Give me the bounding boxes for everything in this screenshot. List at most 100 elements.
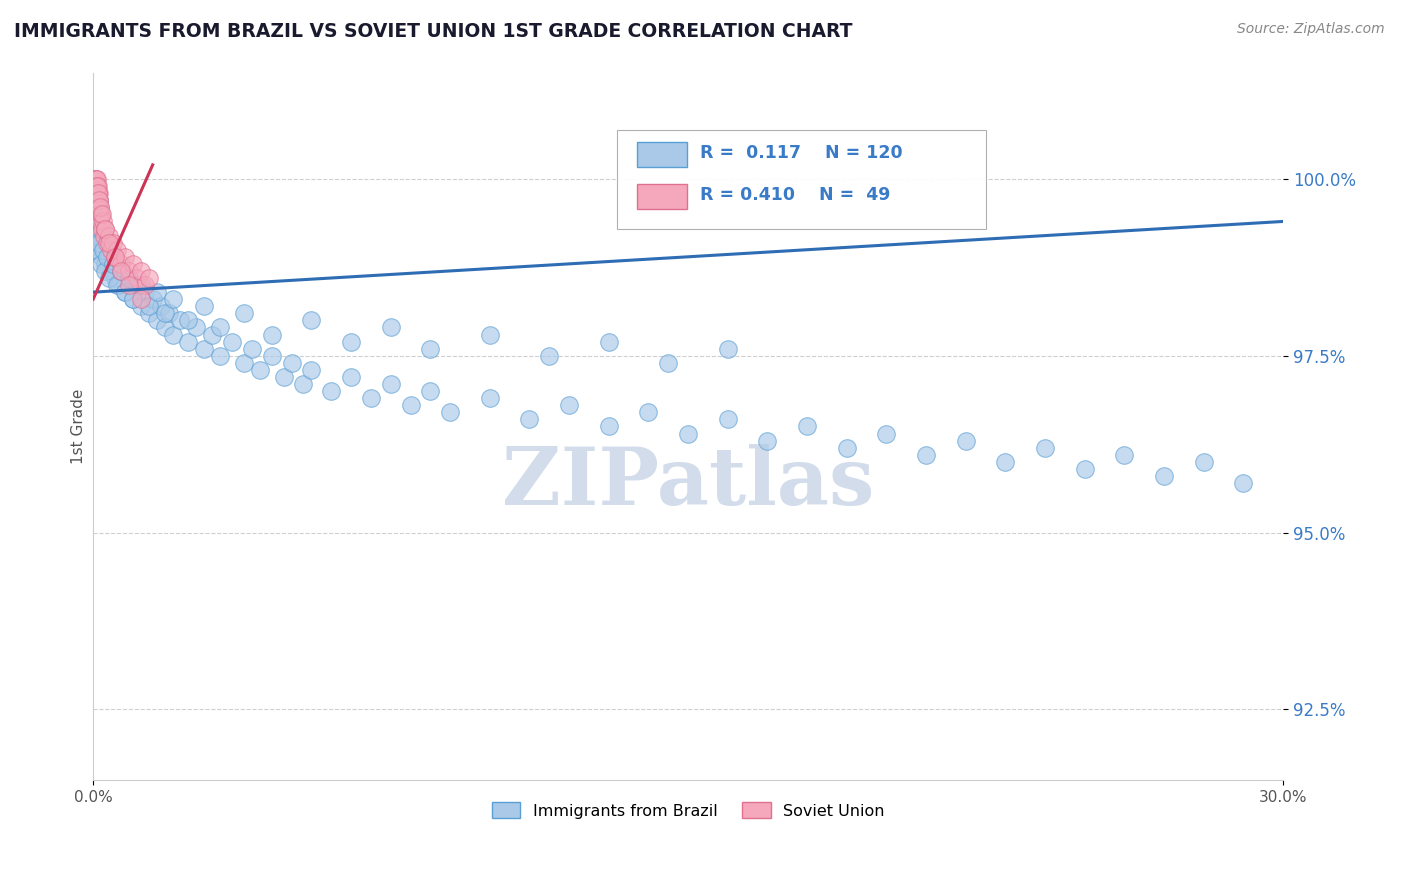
Point — [321, 384, 343, 398]
Point — [86, 200, 108, 214]
Point — [91, 228, 114, 243]
Point — [93, 243, 115, 257]
Point — [94, 221, 117, 235]
Point — [121, 292, 143, 306]
Point — [598, 419, 620, 434]
Point — [98, 228, 121, 243]
Point — [478, 327, 501, 342]
Point — [94, 221, 117, 235]
Point — [1153, 469, 1175, 483]
Point — [299, 363, 322, 377]
Point — [110, 264, 132, 278]
Text: R =  0.117    N = 120: R = 0.117 N = 120 — [700, 144, 903, 161]
Point — [240, 342, 263, 356]
Point — [89, 193, 111, 207]
Point — [558, 398, 581, 412]
Point — [86, 200, 108, 214]
Point — [260, 349, 283, 363]
Point — [86, 186, 108, 201]
Point — [478, 391, 501, 405]
Point — [955, 434, 977, 448]
Point — [129, 278, 152, 293]
Point — [87, 200, 110, 214]
Point — [90, 235, 112, 250]
Point — [209, 320, 232, 334]
Point — [121, 292, 143, 306]
Point — [93, 228, 115, 243]
Point — [86, 228, 108, 243]
Point — [101, 250, 124, 264]
Point — [89, 228, 111, 243]
Point — [89, 214, 111, 228]
Point — [86, 214, 108, 228]
Point — [105, 257, 128, 271]
Point — [83, 172, 105, 186]
Point — [114, 250, 136, 264]
Point — [169, 313, 191, 327]
Point — [86, 179, 108, 194]
Point — [756, 434, 779, 448]
Point — [91, 243, 114, 257]
Point — [86, 193, 108, 207]
Point — [86, 172, 108, 186]
Point — [419, 384, 441, 398]
Point — [104, 250, 127, 264]
Point — [538, 349, 561, 363]
Point — [89, 207, 111, 221]
Point — [232, 356, 254, 370]
Point — [89, 214, 111, 228]
Point — [114, 285, 136, 300]
Point — [98, 235, 121, 250]
Point — [87, 214, 110, 228]
Point — [87, 221, 110, 235]
Point — [1033, 441, 1056, 455]
Point — [260, 327, 283, 342]
Point — [299, 313, 322, 327]
Point — [1114, 448, 1136, 462]
Point — [118, 264, 141, 278]
Point — [90, 257, 112, 271]
Point — [101, 235, 124, 250]
Point — [249, 363, 271, 377]
Legend: Immigrants from Brazil, Soviet Union: Immigrants from Brazil, Soviet Union — [485, 796, 891, 825]
Point — [87, 179, 110, 194]
Bar — [637, 142, 688, 167]
Point — [360, 391, 382, 405]
Point — [177, 334, 200, 349]
Point — [134, 278, 156, 293]
Point — [86, 186, 108, 201]
Point — [129, 264, 152, 278]
Point — [118, 271, 141, 285]
Point — [84, 207, 107, 221]
Point — [138, 299, 160, 313]
Point — [90, 250, 112, 264]
Point — [193, 342, 215, 356]
Point — [1074, 462, 1097, 476]
Bar — [637, 184, 688, 210]
Point — [87, 235, 110, 250]
Point — [84, 186, 107, 201]
Point — [89, 221, 111, 235]
Point — [340, 334, 363, 349]
Point — [153, 306, 176, 320]
Point — [110, 264, 132, 278]
Point — [86, 179, 108, 194]
Point — [105, 278, 128, 293]
Point — [439, 405, 461, 419]
Point — [84, 179, 107, 194]
Point — [94, 257, 117, 271]
Point — [86, 172, 108, 186]
Point — [129, 292, 152, 306]
Point — [129, 299, 152, 313]
Point — [89, 207, 111, 221]
Point — [87, 193, 110, 207]
Point — [637, 405, 659, 419]
Point — [153, 320, 176, 334]
Point — [89, 200, 111, 214]
Point — [110, 264, 132, 278]
Point — [201, 327, 224, 342]
Point — [96, 235, 118, 250]
Point — [87, 186, 110, 201]
Point — [162, 327, 184, 342]
Point — [87, 193, 110, 207]
